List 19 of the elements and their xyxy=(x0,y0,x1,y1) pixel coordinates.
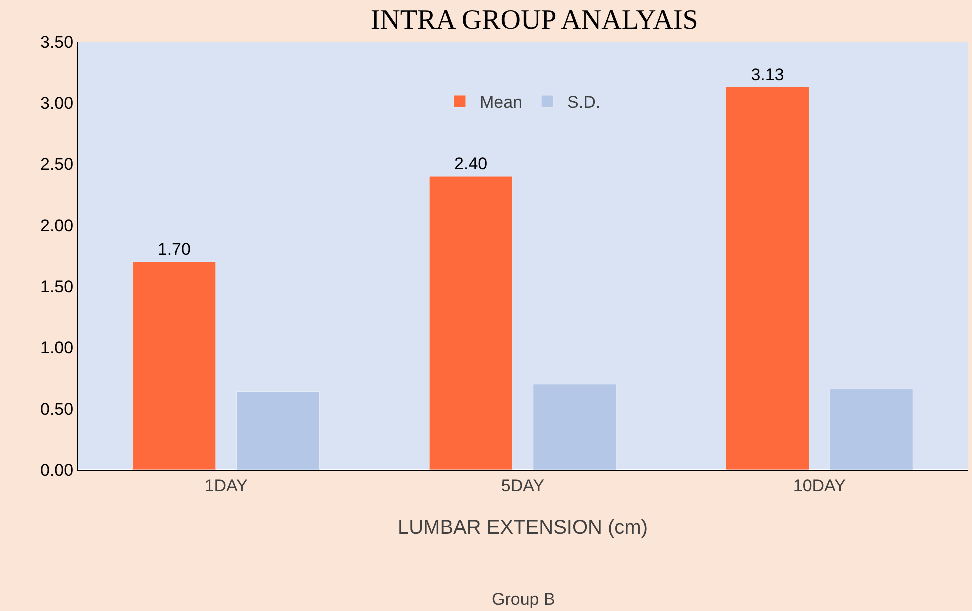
y-tick-label: 0.00 xyxy=(40,460,74,480)
y-tick-label: 1.50 xyxy=(40,278,74,297)
x-axis-title: LUMBAR EXTENSION (cm) xyxy=(398,516,648,539)
y-tick-label: 0.50 xyxy=(40,400,74,419)
y-tick-label: 3.00 xyxy=(40,94,74,114)
x-tick-label: 5DAY xyxy=(501,476,545,496)
legend-label: Mean xyxy=(480,93,523,112)
y-tick-label: 2.50 xyxy=(40,155,74,174)
y-tick-label: 1.00 xyxy=(40,338,74,358)
data-label: 3.13 xyxy=(751,65,784,84)
x-tick-label: 1DAY xyxy=(204,476,248,496)
y-tick-label: 2.00 xyxy=(40,216,74,236)
chart-title: INTRA GROUP ANALYAIS xyxy=(370,4,698,36)
legend-label: S.D. xyxy=(568,93,601,112)
x-tick-label: 10DAY xyxy=(793,476,846,496)
text: Group B xyxy=(492,590,556,609)
y-tick-label: 3.50 xyxy=(40,32,74,52)
data-label: 1.70 xyxy=(158,240,191,260)
data-label: 2.40 xyxy=(454,154,488,174)
